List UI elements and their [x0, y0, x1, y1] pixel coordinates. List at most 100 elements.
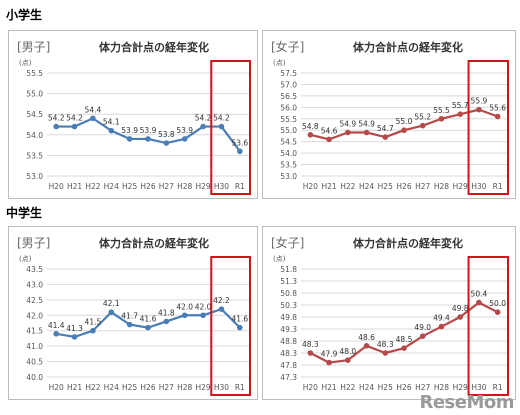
- y-tick-label: 41.5: [26, 327, 43, 336]
- data-point: [163, 318, 170, 325]
- y-tick-label: 40.0: [26, 373, 43, 382]
- data-point: [401, 127, 407, 134]
- y-tick-label: 53.5: [280, 161, 297, 170]
- data-point: [126, 321, 133, 328]
- y-tick-label: 55.5: [280, 115, 297, 124]
- x-tick-label: H24: [104, 383, 119, 392]
- data-point: [237, 148, 243, 155]
- y-tick-label: 56.5: [280, 92, 297, 101]
- x-tick-label: H22: [85, 182, 100, 191]
- data-point: [419, 333, 426, 339]
- data-point: [326, 136, 332, 143]
- data-label: 54.2: [195, 114, 212, 123]
- chart-title: 体力合計点の経年変化: [99, 40, 209, 54]
- x-tick-label: H25: [122, 182, 137, 191]
- y-axis-unit: (点): [19, 59, 32, 67]
- data-label: 54.2: [213, 114, 230, 123]
- y-tick-label: 54.5: [280, 138, 297, 147]
- y-tick-label: 49.8: [280, 313, 297, 322]
- data-point: [382, 134, 389, 140]
- data-label: 54.2: [66, 114, 83, 123]
- x-tick-label: H24: [104, 182, 119, 191]
- y-axis-unit: (点): [273, 59, 286, 67]
- data-label: 53.6: [231, 138, 248, 147]
- x-tick-label: H29: [195, 383, 210, 392]
- data-label: 54.9: [339, 120, 356, 129]
- y-axis-unit: (点): [19, 255, 32, 263]
- data-point: [218, 306, 225, 312]
- data-point: [382, 350, 389, 356]
- data-point: [363, 129, 370, 136]
- data-label: 55.0: [396, 117, 413, 126]
- data-point: [200, 312, 206, 319]
- data-point: [145, 136, 151, 142]
- data-point: [476, 106, 482, 113]
- data-point: [90, 327, 96, 334]
- data-label: 41.7: [121, 312, 138, 321]
- data-label: 41.6: [231, 315, 248, 324]
- y-tick-label: 48.8: [280, 337, 297, 346]
- x-tick-label: H30: [471, 383, 486, 392]
- data-point: [438, 323, 445, 330]
- data-point: [438, 115, 445, 122]
- x-tick-label: H21: [321, 182, 336, 191]
- highlight-box: [467, 60, 509, 195]
- data-label: 41.3: [66, 324, 83, 333]
- data-label: 48.0: [339, 347, 356, 356]
- y-tick-label: 55.5: [26, 69, 43, 78]
- data-label: 50.4: [471, 290, 488, 299]
- x-tick-label: H25: [122, 383, 137, 392]
- y-tick-label: 43.5: [26, 265, 43, 274]
- y-tick-label: 42.0: [26, 311, 43, 320]
- y-tick-label: 53.0: [26, 172, 43, 181]
- data-point: [126, 136, 133, 142]
- x-tick-label: H26: [396, 383, 411, 392]
- data-label: 53.9: [140, 126, 157, 135]
- y-tick-label: 54.0: [280, 149, 297, 158]
- x-tick-label: H28: [177, 182, 192, 191]
- x-tick-label: H30: [214, 383, 229, 392]
- data-point: [181, 312, 188, 319]
- x-tick-label: H20: [303, 182, 318, 191]
- data-label: 55.5: [433, 106, 450, 115]
- data-label: 54.7: [377, 124, 394, 133]
- data-point: [71, 334, 78, 340]
- chart-svg: [男子] 体力合計点の経年変化 (点) 53.0 53.5 54.0 54.5 55.0 55.…: [17, 40, 251, 195]
- data-label: 54.4: [85, 105, 102, 114]
- data-label: 48.6: [358, 333, 375, 342]
- x-tick-label: H27: [159, 383, 174, 392]
- chart-svg: [女子] 体力合計点の経年変化 (点) 47.3 47.8 48.3 48.8 49.3 49.…: [271, 235, 509, 396]
- y-tick-label: 57.0: [280, 80, 297, 89]
- data-label: 41.6: [140, 315, 157, 324]
- y-tick-label: 53.5: [26, 151, 43, 160]
- x-tick-label: H30: [214, 182, 229, 191]
- chart-middle-girls: [女子] 体力合計点の経年変化 (点) 47.3 47.8 48.3 48.8 49.3 49.…: [262, 226, 516, 400]
- data-point: [401, 345, 407, 351]
- chart-tag: [男子]: [17, 40, 50, 54]
- data-point: [181, 136, 188, 142]
- data-label: 53.8: [158, 130, 175, 139]
- data-label: 50.0: [489, 299, 506, 308]
- x-tick-label: H21: [67, 383, 82, 392]
- data-point: [457, 314, 463, 320]
- data-point: [363, 343, 370, 349]
- data-label: 54.1: [103, 118, 120, 127]
- y-tick-label: 57.5: [280, 69, 297, 78]
- chart-svg: [男子] 体力合計点の経年変化(点)40.040.541.041.542.042.…: [17, 236, 251, 396]
- x-tick-label: H25: [378, 182, 393, 191]
- chart-title: 体力合計点の経年変化: [353, 40, 463, 54]
- chart-tag: [男子]: [17, 236, 50, 250]
- data-point: [163, 140, 170, 146]
- x-tick-label: H29: [453, 182, 468, 191]
- x-tick-label: H27: [415, 182, 430, 191]
- x-tick-label: H21: [67, 182, 82, 191]
- highlight-box: [467, 256, 509, 396]
- x-tick-label: R1: [493, 182, 503, 191]
- data-label: 42.0: [176, 302, 193, 311]
- data-point: [345, 357, 351, 363]
- y-axis-unit: (点): [273, 255, 286, 263]
- data-label: 54.9: [358, 120, 375, 129]
- y-tick-label: 40.5: [26, 358, 43, 367]
- x-tick-label: R1: [493, 383, 503, 392]
- x-tick-label: H28: [177, 383, 192, 392]
